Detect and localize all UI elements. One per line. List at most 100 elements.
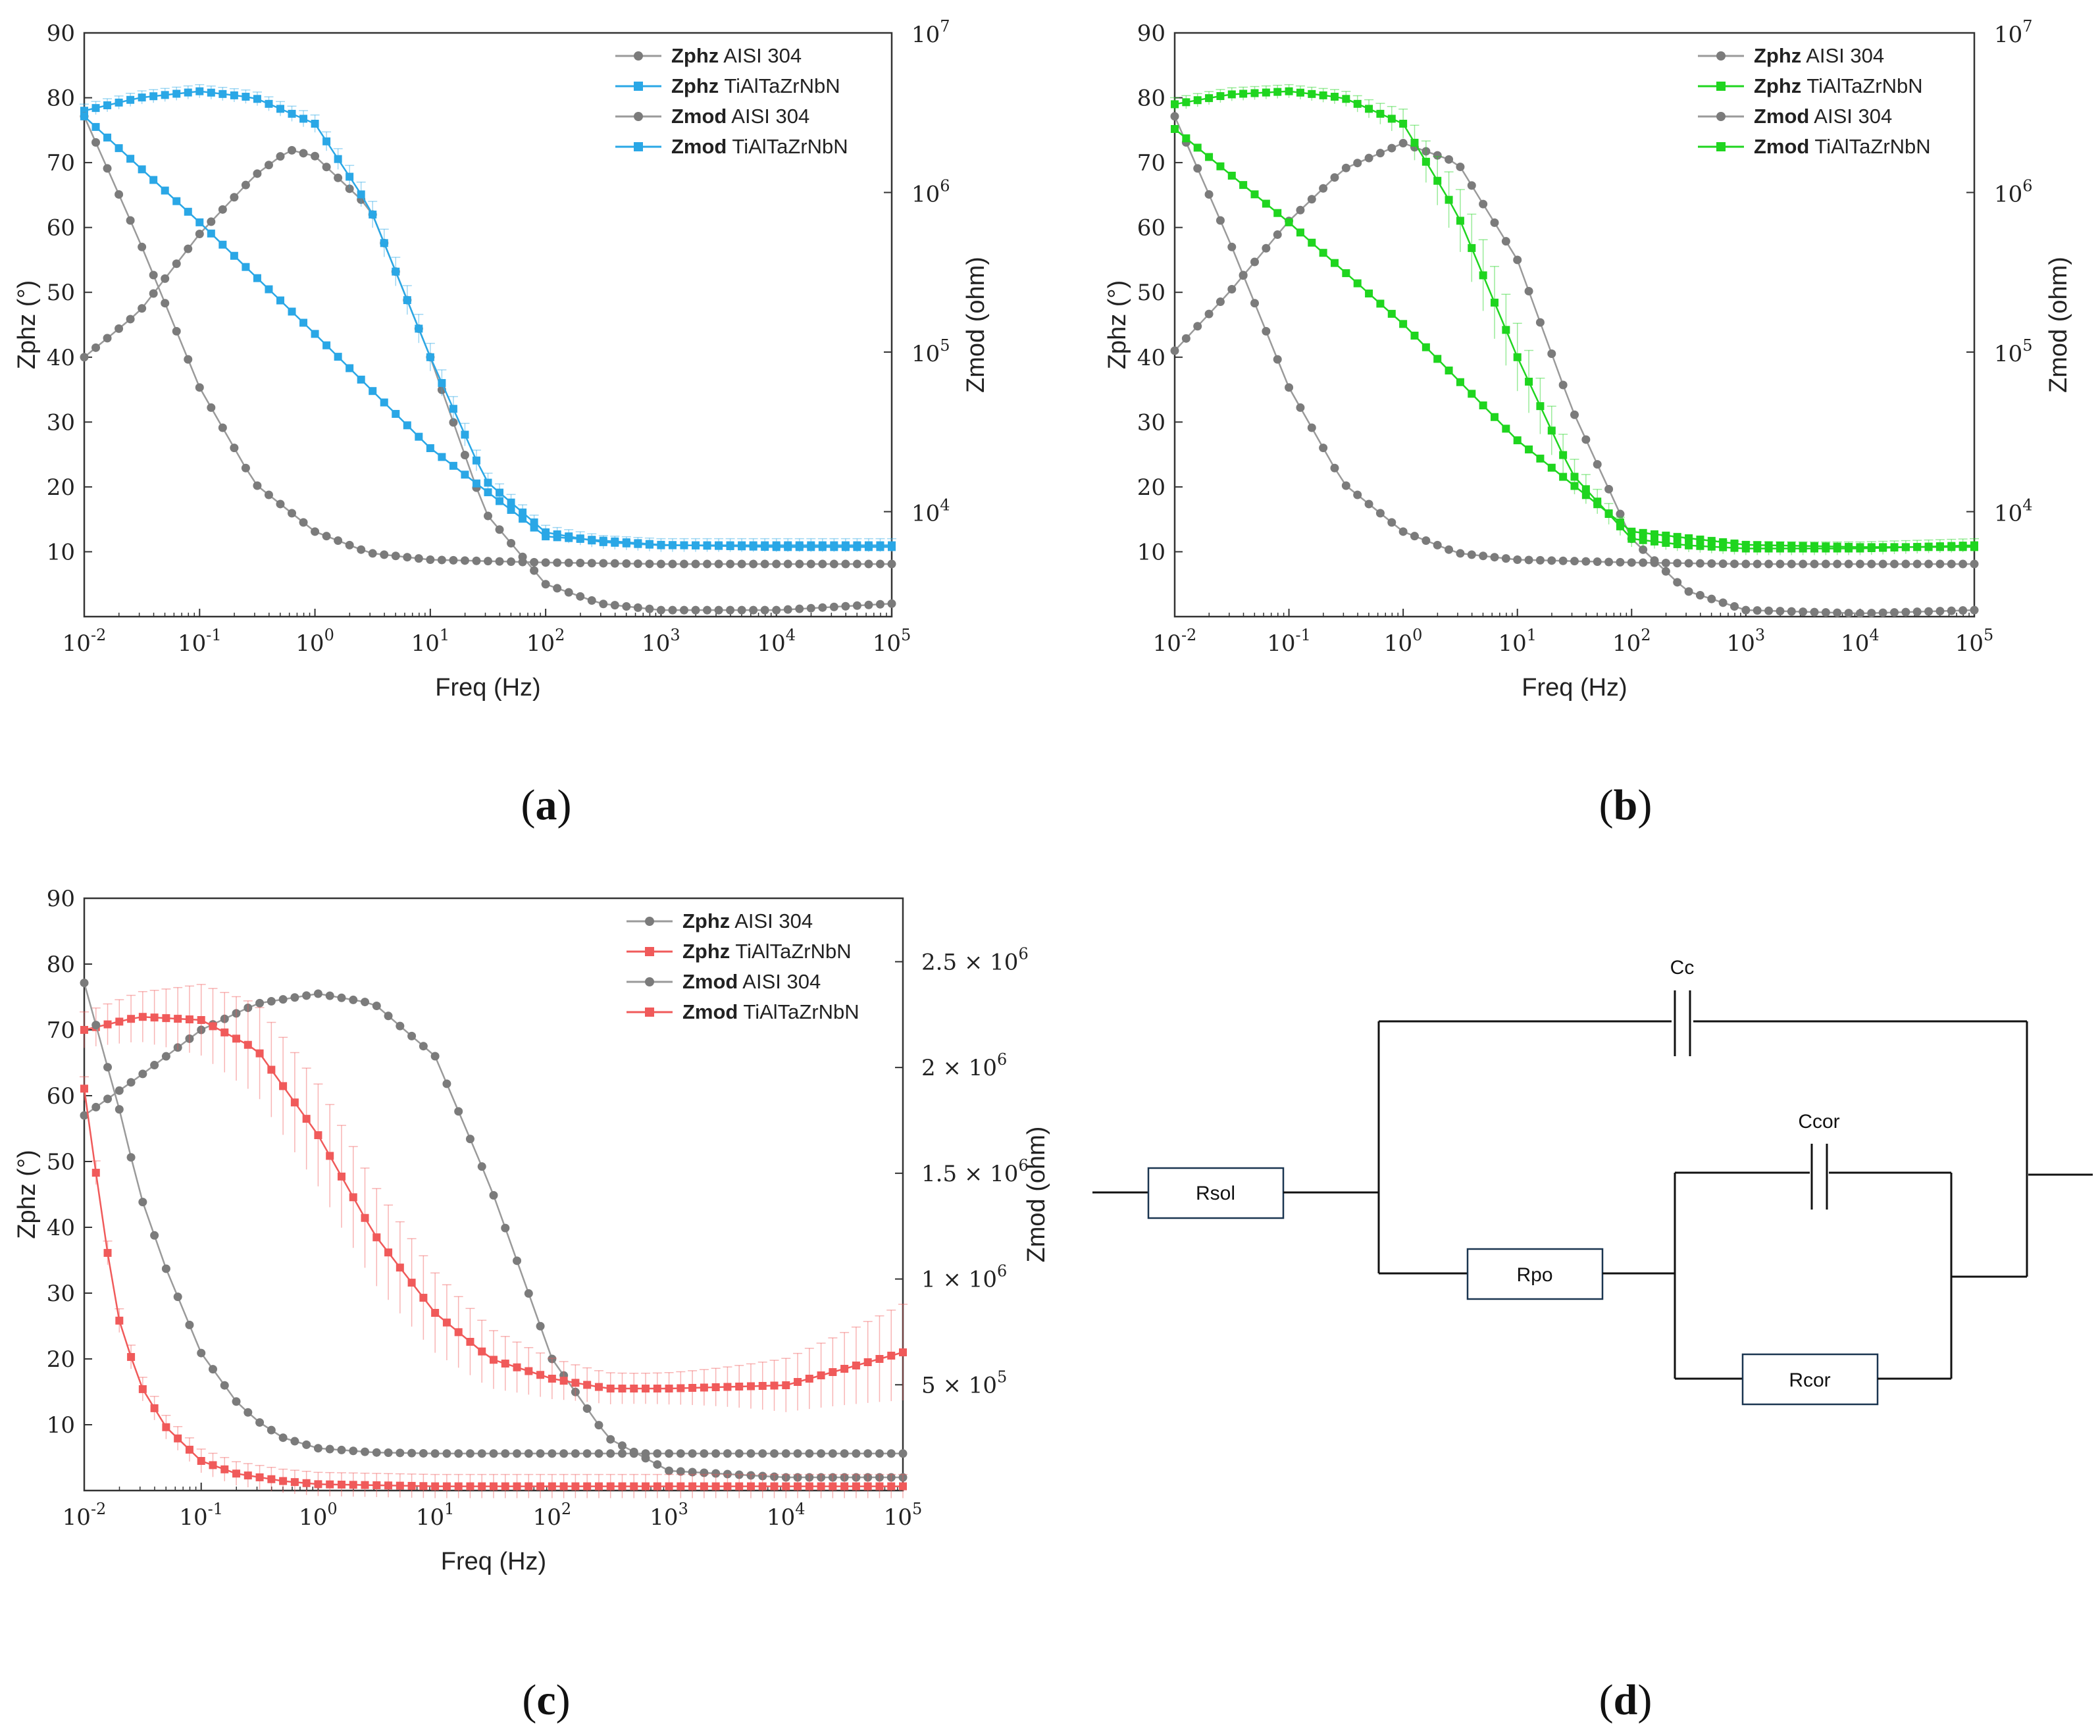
y-tick-label-a: 70 bbox=[47, 150, 75, 176]
marker-zphz-aisi-304-c bbox=[337, 993, 346, 1002]
marker-zphz-tialtazrnbn-a bbox=[426, 353, 434, 361]
marker-zmod-tialtazrnbn-c bbox=[711, 1482, 720, 1491]
marker-zmod-aisi-304-b bbox=[1445, 545, 1454, 554]
marker-zphz-tialtazrnbn-a bbox=[115, 98, 123, 107]
marker-zmod-tialtazrnbn-b bbox=[1410, 331, 1419, 340]
marker-zmod-tialtazrnbn-a bbox=[588, 536, 596, 544]
marker-zmod-aisi-304-a bbox=[230, 444, 239, 453]
marker-zphz-aisi-304-c bbox=[770, 1472, 779, 1481]
marker-zphz-aisi-304-c bbox=[255, 998, 265, 1008]
marker-zmod-aisi-304-c bbox=[606, 1449, 615, 1458]
marker-zphz-aisi-304-b bbox=[1262, 243, 1271, 253]
legend-marker-c bbox=[645, 977, 654, 986]
y-tick-label-b: 10 bbox=[1137, 539, 1165, 565]
marker-zmod-tialtazrnbn-b bbox=[1182, 134, 1191, 143]
marker-zphz-aisi-304-b bbox=[1787, 607, 1796, 616]
marker-zmod-aisi-304-b bbox=[1170, 112, 1179, 121]
marker-zmod-tialtazrnbn-c bbox=[852, 1482, 860, 1491]
marker-zphz-aisi-304-c bbox=[150, 1061, 159, 1070]
marker-zphz-aisi-304-c bbox=[454, 1107, 463, 1116]
marker-zmod-tialtazrnbn-b bbox=[1651, 530, 1658, 538]
marker-zmod-aisi-304-c bbox=[653, 1449, 662, 1458]
marker-zphz-tialtazrnbn-c bbox=[279, 1082, 288, 1090]
marker-zphz-aisi-304-b bbox=[1833, 608, 1842, 617]
marker-zmod-tialtazrnbn-c bbox=[688, 1482, 697, 1491]
y-tick-label-c: 40 bbox=[47, 1215, 75, 1241]
marker-zphz-aisi-304-a bbox=[564, 588, 573, 597]
marker-zmod-aisi-304-c bbox=[126, 1153, 136, 1162]
marker-zmod-tialtazrnbn-c bbox=[746, 1482, 755, 1491]
marker-zmod-aisi-304-a bbox=[829, 559, 838, 569]
marker-zphz-tialtazrnbn-c bbox=[513, 1363, 521, 1371]
marker-zmod-aisi-304-c bbox=[700, 1449, 709, 1458]
marker-zphz-aisi-304-b bbox=[1970, 605, 1979, 615]
marker-zphz-tialtazrnbn-c bbox=[115, 1017, 124, 1026]
marker-zphz-tialtazrnbn-a bbox=[322, 137, 331, 145]
y2-tick-label-b: 106 bbox=[1994, 177, 2033, 208]
y-axis-label-b: Zphz (°) bbox=[1104, 280, 1131, 370]
marker-zphz-aisi-304-c bbox=[734, 1470, 744, 1479]
legend-label-a: Zmod TiAlTaZrNbN bbox=[671, 135, 848, 158]
marker-zmod-aisi-304-a bbox=[460, 556, 469, 565]
marker-zmod-aisi-304-a bbox=[599, 559, 608, 568]
marker-zphz-tialtazrnbn-b bbox=[1296, 88, 1304, 97]
marker-zmod-aisi-304-a bbox=[218, 423, 227, 432]
marker-zphz-aisi-304-b bbox=[1935, 607, 1945, 616]
marker-zphz-aisi-304-c bbox=[384, 1011, 393, 1021]
marker-zphz-tialtazrnbn-c bbox=[559, 1377, 568, 1385]
marker-zmod-tialtazrnbn-a bbox=[818, 543, 827, 551]
marker-zmod-tialtazrnbn-b bbox=[1776, 541, 1784, 549]
y2-tick-label-a: 105 bbox=[911, 336, 950, 367]
marker-zmod-tialtazrnbn-c bbox=[279, 1477, 288, 1485]
marker-zphz-aisi-304-c bbox=[126, 1078, 136, 1087]
marker-zphz-aisi-304-b bbox=[1581, 435, 1591, 444]
marker-zphz-aisi-304-c bbox=[489, 1190, 498, 1200]
marker-zmod-aisi-304-b bbox=[1890, 559, 1899, 569]
marker-zphz-tialtazrnbn-c bbox=[887, 1352, 896, 1360]
marker-zphz-aisi-304-b bbox=[1341, 163, 1350, 172]
marker-zmod-tialtazrnbn-c bbox=[805, 1482, 813, 1491]
marker-zmod-tialtazrnbn-a bbox=[103, 134, 112, 142]
y2-tick-label-b: 105 bbox=[1994, 336, 2033, 367]
y-tick-label-b: 30 bbox=[1137, 409, 1165, 436]
marker-zmod-tialtazrnbn-a bbox=[322, 341, 331, 349]
marker-zphz-aisi-304-a bbox=[345, 184, 354, 193]
marker-zmod-aisi-304-c bbox=[477, 1449, 486, 1458]
x-tick-label-c: 100 bbox=[299, 1500, 338, 1531]
marker-zmod-aisi-304-c bbox=[781, 1449, 790, 1458]
marker-zmod-tialtazrnbn-c bbox=[127, 1353, 136, 1362]
marker-zmod-aisi-304-a bbox=[161, 299, 170, 308]
y-tick-label-a: 10 bbox=[47, 539, 75, 565]
marker-zmod-tialtazrnbn-c bbox=[431, 1482, 440, 1491]
marker-zphz-aisi-304-c bbox=[898, 1473, 908, 1482]
marker-zmod-tialtazrnbn-a bbox=[346, 364, 354, 372]
marker-zphz-aisi-304-c bbox=[828, 1473, 837, 1482]
marker-zphz-tialtazrnbn-a bbox=[415, 324, 423, 333]
chart-c: 10 20 30 40 50 60 70 80 90 10-2 10-1 100 101 102 103 10… bbox=[13, 886, 1050, 1575]
marker-zmod-aisi-304-c bbox=[641, 1449, 650, 1458]
marker-zmod-tialtazrnbn-a bbox=[622, 538, 630, 547]
marker-zphz-tialtazrnbn-a bbox=[253, 95, 261, 103]
marker-zphz-aisi-304-b bbox=[1490, 218, 1499, 227]
y2-tick-label-c: 1.5 × 106 bbox=[921, 1156, 1029, 1187]
marker-zphz-tialtazrnbn-c bbox=[829, 1368, 837, 1376]
marker-zmod-tialtazrnbn-a bbox=[149, 176, 158, 184]
marker-zphz-aisi-304-b bbox=[1547, 349, 1556, 358]
marker-zmod-tialtazrnbn-c bbox=[384, 1481, 393, 1490]
marker-zmod-tialtazrnbn-b bbox=[1581, 491, 1590, 499]
marker-zmod-aisi-304-c bbox=[372, 1448, 381, 1457]
marker-zmod-tialtazrnbn-c bbox=[887, 1482, 896, 1491]
marker-zmod-tialtazrnbn-c bbox=[209, 1461, 217, 1469]
marker-zmod-aisi-304-c bbox=[313, 1444, 322, 1453]
marker-zphz-aisi-304-c bbox=[793, 1473, 802, 1482]
marker-zphz-aisi-304-b bbox=[1764, 606, 1774, 615]
y2-tick-label-c: 5 × 105 bbox=[921, 1367, 1007, 1398]
legend-marker-b bbox=[1716, 82, 1726, 91]
y2-tick-label-b: 107 bbox=[1994, 17, 2033, 48]
marker-zmod-tialtazrnbn-b bbox=[1741, 540, 1750, 549]
marker-zmod-aisi-304-c bbox=[465, 1449, 474, 1458]
marker-zphz-aisi-304-c bbox=[372, 1002, 381, 1011]
marker-zmod-aisi-304-a bbox=[656, 559, 665, 569]
marker-zmod-tialtazrnbn-b bbox=[1262, 199, 1270, 208]
